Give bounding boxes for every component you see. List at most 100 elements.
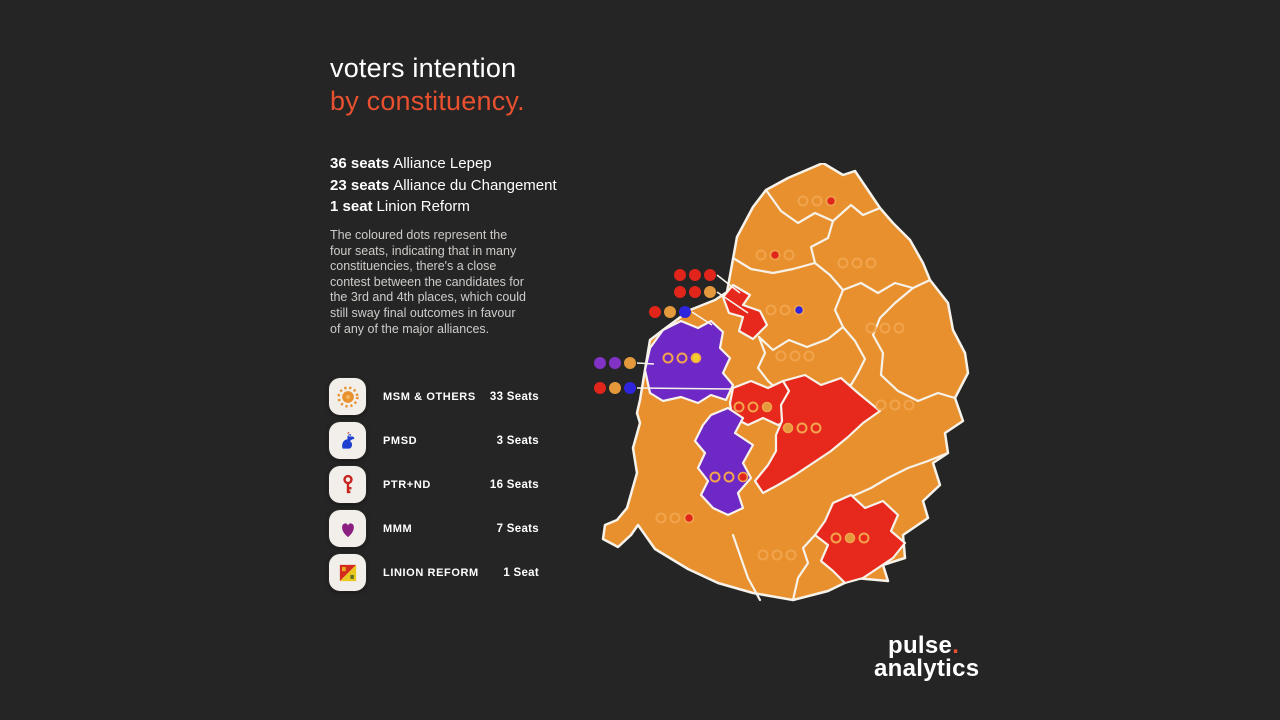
seat-dot-yellow (690, 352, 702, 364)
seat-dot-red (704, 269, 716, 281)
callout-line (691, 311, 713, 326)
seat-dot-open (851, 257, 863, 269)
linion-flag-icon (329, 554, 366, 591)
seat-dot-orange (664, 306, 676, 318)
seat-dot-red (594, 382, 606, 394)
seat-dot-open (811, 195, 823, 207)
seat-dot-purple (609, 357, 621, 369)
seat-dot-open (779, 304, 791, 316)
seat-dot-orange (844, 532, 856, 544)
party-seats: 7 Seats (496, 522, 539, 535)
seat-dot-red (689, 269, 701, 281)
seat-summary: 36 seats Alliance Lepep 23 seats Alliance … (330, 153, 557, 218)
constituency-boundary (764, 188, 882, 225)
seat-dot-open (733, 401, 745, 413)
seat-dot-open (879, 322, 891, 334)
party-name: LINION REFORM (383, 566, 479, 579)
party-seats: 33 Seats (489, 390, 539, 403)
seat-dot-red (689, 286, 701, 298)
callout-line (716, 274, 741, 294)
seat-dot-open (893, 322, 905, 334)
party-name: MMM (383, 522, 413, 535)
seat-dot-orange (782, 422, 794, 434)
logo-accent-dot: . (952, 632, 960, 659)
summary-row: 36 seats Alliance Lepep (330, 153, 557, 175)
logo-line-1: pulse. (888, 632, 960, 659)
logo-line-2: analytics (874, 655, 980, 682)
seat-dot-open (775, 350, 787, 362)
constituency-boundary (791, 533, 817, 602)
seat-dot-open (757, 549, 769, 561)
seat-dot-orange (704, 286, 716, 298)
seat-dot-red (737, 471, 749, 483)
seat-count: 1 seat (330, 198, 373, 215)
page-title: voters intention by constituency. (330, 52, 525, 118)
seat-dot-open (903, 399, 915, 411)
seat-count: 23 seats (330, 176, 390, 194)
seat-dot-open (765, 304, 777, 316)
constituency-boundary (757, 288, 845, 352)
seat-dot-red (825, 195, 837, 207)
alliance-name: Alliance Lepep (393, 155, 492, 172)
map-region-vacoas (693, 406, 755, 517)
seat-dot-red (649, 306, 661, 318)
constituency-boundary (879, 373, 957, 403)
title-line-2: by constituency. (330, 86, 525, 116)
constituency-boundary (851, 451, 950, 498)
seat-dot-red (674, 286, 686, 298)
seat-dot-open (865, 257, 877, 269)
seat-dot-open (783, 249, 795, 261)
constituency-boundary (731, 256, 817, 275)
seat-dot-open (662, 352, 674, 364)
seat-dot-open (830, 532, 842, 544)
seat-dot-open (785, 549, 797, 561)
seat-dot-open (858, 532, 870, 544)
seat-dot-open (723, 471, 735, 483)
seat-dot-open (709, 471, 721, 483)
party-seats: 16 Seats (489, 478, 539, 491)
callout-line (716, 291, 749, 314)
summary-row: 1 seat Linion Reform (330, 196, 557, 218)
seat-dot-red (674, 269, 686, 281)
legend-row-mmm: MMM 7 Seats (329, 510, 539, 547)
map-region-port-louis (721, 283, 769, 341)
alliance-name: Alliance du Changement (393, 176, 557, 194)
constituency-boundary (871, 286, 915, 377)
msm-sun-icon (329, 378, 366, 415)
seat-dot-open (810, 422, 822, 434)
seat-dot-red (769, 249, 781, 261)
legend-row-pmsd: PMSD 3 Seats (329, 422, 539, 459)
constituency-boundary (813, 261, 932, 295)
description-text: The coloured dots represent the four sea… (330, 228, 526, 336)
seat-dot-open (676, 352, 688, 364)
party-legend: MSM & OTHERS 33 Seats PMSD 3 Seats PTR+N… (329, 378, 539, 598)
legend-row-msm: MSM & OTHERS 33 Seats (329, 378, 539, 415)
seat-dot-red (683, 512, 695, 524)
seat-dot-open (747, 401, 759, 413)
seat-dot-open (865, 322, 877, 334)
seat-dot-open (669, 512, 681, 524)
party-seats: 1 Seat (503, 566, 539, 579)
seat-dot-open (789, 350, 801, 362)
seat-dot-blue (624, 382, 636, 394)
map-container (580, 161, 975, 610)
constituency-boundary (809, 219, 835, 265)
party-name: MSM & OTHERS (383, 390, 476, 403)
seat-dot-open (755, 249, 767, 261)
brand-logo: pulse. analytics (874, 632, 980, 682)
seat-dot-blue (793, 304, 805, 316)
seat-dot-purple (594, 357, 606, 369)
summary-row: 23 seats Alliance du Changement (330, 175, 557, 197)
legend-row-linion: LINION REFORM 1 Seat (329, 554, 539, 591)
callout-line (636, 362, 655, 365)
map-region-central (753, 373, 882, 495)
alliance-name: Linion Reform (376, 198, 470, 215)
seat-dot-orange (761, 401, 773, 413)
seat-dot-open (797, 195, 809, 207)
seat-dot-open (796, 422, 808, 434)
legend-row-ptr: PTR+ND 16 Seats (329, 466, 539, 503)
seat-dot-open (771, 549, 783, 561)
callout-line (636, 387, 733, 390)
title-line-1: voters intention (330, 53, 517, 83)
